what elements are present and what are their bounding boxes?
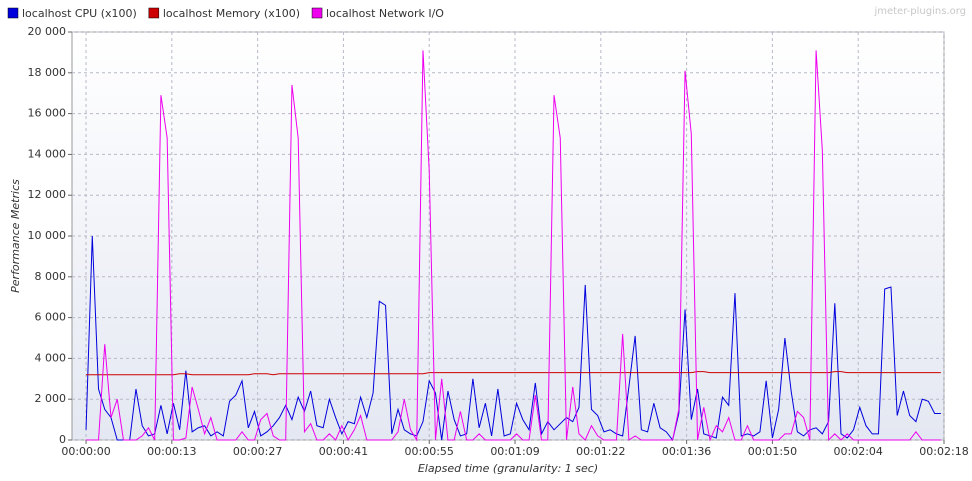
y-tick-label: 18 000 bbox=[28, 66, 67, 79]
y-tick-label: 0 bbox=[59, 433, 66, 446]
x-tick-label: 00:01:50 bbox=[748, 445, 797, 458]
x-tick-label: 00:00:41 bbox=[319, 445, 368, 458]
x-tick-label: 00:00:55 bbox=[405, 445, 454, 458]
legend-swatch bbox=[148, 7, 160, 19]
x-tick-label: 00:00:13 bbox=[147, 445, 196, 458]
series-line bbox=[86, 50, 941, 442]
y-tick-label: 4 000 bbox=[35, 351, 67, 364]
legend-swatch bbox=[311, 7, 323, 19]
x-tick-label: 00:00:00 bbox=[61, 445, 110, 458]
y-tick-label: 14 000 bbox=[28, 147, 67, 160]
legend-label: localhost Network I/O bbox=[326, 7, 444, 20]
x-tick-label: 00:01:36 bbox=[662, 445, 711, 458]
legend-label: localhost Memory (x100) bbox=[163, 7, 300, 20]
y-tick-label: 16 000 bbox=[28, 107, 67, 120]
y-axis-label: Performance Metrics bbox=[9, 179, 22, 293]
y-tick-label: 2 000 bbox=[35, 392, 67, 405]
legend-label: localhost CPU (x100) bbox=[22, 7, 137, 20]
x-tick-label: 00:02:18 bbox=[919, 445, 968, 458]
series-line bbox=[85, 235, 941, 442]
y-tick-label: 12 000 bbox=[28, 188, 67, 201]
y-tick-label: 10 000 bbox=[28, 229, 67, 242]
series-line bbox=[86, 371, 941, 376]
x-tick-label: 00:01:22 bbox=[576, 445, 625, 458]
y-tick-label: 20 000 bbox=[28, 25, 67, 38]
y-tick-label: 8 000 bbox=[35, 270, 67, 283]
legend-swatch bbox=[7, 7, 19, 19]
x-axis-label: Elapsed time (granularity: 1 sec) bbox=[418, 462, 598, 475]
watermark: jmeter-plugins.org bbox=[873, 6, 966, 17]
x-tick-label: 00:00:27 bbox=[233, 445, 282, 458]
legend: localhost CPU (x100) localhost Memory (x1… bbox=[7, 7, 444, 20]
y-tick-label: 6 000 bbox=[35, 311, 67, 324]
x-tick-label: 00:02:04 bbox=[834, 445, 883, 458]
x-tick-label: 00:01:09 bbox=[490, 445, 539, 458]
